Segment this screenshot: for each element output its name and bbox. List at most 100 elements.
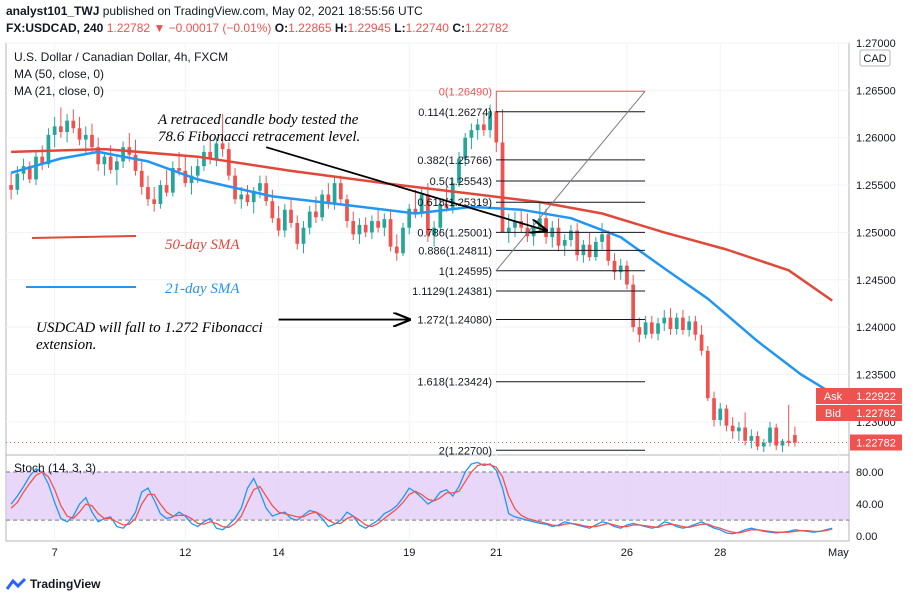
candle-body [656, 323, 660, 334]
candle [662, 310, 667, 331]
candle [743, 412, 747, 446]
candle [438, 199, 443, 233]
candle [593, 237, 598, 261]
stoch-tick-label: 40.00 [856, 499, 884, 511]
candle [600, 222, 604, 250]
candle [606, 230, 611, 266]
candle [618, 258, 623, 280]
stoch-d-line [10, 463, 833, 534]
fib-trend-line [495, 90, 646, 272]
candle [649, 315, 654, 339]
candle-body [401, 227, 405, 254]
time-tick-label: 12 [179, 547, 191, 559]
publish-header: analyst101_TWJ published on TradingView.… [6, 4, 423, 18]
candle-body [121, 147, 125, 162]
candle-body [593, 241, 598, 258]
candle-body [575, 230, 580, 256]
candle [27, 161, 32, 184]
candle-body [258, 183, 262, 191]
candle-body [693, 321, 698, 335]
fib-level-label: 0.5(1.25543) [430, 176, 492, 188]
candle [668, 308, 673, 335]
candle [450, 177, 455, 214]
candle-body [749, 436, 754, 441]
candle-body [388, 219, 393, 247]
candle-body [513, 221, 517, 228]
candle [712, 391, 716, 427]
candle-body [345, 199, 349, 222]
candle-body [363, 224, 368, 233]
candle [488, 104, 492, 138]
candle-body [202, 151, 206, 167]
candle-body [394, 246, 399, 254]
ma21-line [10, 150, 833, 395]
candle-body [600, 234, 604, 242]
author-name[interactable]: analyst101_TWJ [6, 4, 100, 18]
fib-level-label: 0.786(1.25001) [417, 227, 492, 239]
candle-body [761, 442, 766, 447]
candle-body [407, 208, 412, 228]
candle-body [370, 221, 374, 233]
candle-body [34, 156, 38, 180]
candle-body [307, 211, 312, 228]
candle [631, 275, 636, 332]
candle [301, 221, 306, 254]
candle [264, 175, 269, 206]
candle-body [643, 322, 648, 335]
candle-body [208, 151, 213, 159]
candle-body [444, 204, 449, 208]
candle [457, 151, 461, 187]
price-tick-label: 1.27000 [856, 38, 896, 50]
candle-body [482, 124, 486, 131]
candle-body [786, 440, 791, 443]
candle-body [376, 221, 380, 228]
fib-level-label: 0.886(1.24811) [418, 245, 492, 257]
candle-body [649, 322, 654, 334]
candle [749, 429, 754, 449]
stoch-band [6, 472, 849, 521]
tradingview-logo[interactable]: TradingView [5, 577, 100, 591]
fib-level-label: 1.618(1.23424) [417, 377, 492, 389]
candle [40, 145, 45, 170]
tradingview-icon [5, 577, 27, 591]
candle-body [357, 224, 362, 235]
candle-body [631, 284, 636, 328]
candle [233, 168, 237, 205]
price-tick-label: 1.25000 [856, 227, 896, 239]
candle [656, 317, 660, 341]
time-tick-label: 7 [52, 547, 58, 559]
candle-body [332, 183, 337, 205]
price-tick-label: 1.25500 [856, 180, 896, 192]
ma21-legend[interactable]: MA (21, close, 0) [14, 84, 105, 98]
candle-body [494, 111, 499, 143]
last-price-tag-value-box [850, 434, 902, 451]
candle-body [793, 435, 797, 443]
candle-body [774, 427, 779, 446]
candle-body [587, 244, 592, 258]
retrace-note-line: 78.6 Fibonacci retracement level. [158, 129, 360, 145]
candle-body [158, 185, 163, 205]
candle [276, 205, 281, 237]
candle-body [15, 173, 20, 190]
candle-body [264, 183, 269, 202]
fib-level-label: 0.382(1.25766) [417, 155, 492, 167]
candle [394, 234, 399, 261]
candle-body [27, 166, 32, 180]
ask-tag-value: 1.22922 [856, 391, 896, 403]
candle-body [90, 134, 94, 148]
candle [774, 423, 779, 451]
ohlc-header: FX:USDCAD, 240 1.22782 ▼ −0.00017 (−0.01… [6, 21, 508, 35]
stoch-title: Stoch (14, 3, 3) [14, 461, 96, 475]
candle [96, 137, 101, 171]
ma50-legend[interactable]: MA (50, close, 0) [14, 67, 105, 81]
candle [59, 107, 63, 138]
candle [189, 166, 194, 195]
candle-body [77, 128, 82, 140]
candle-body [488, 111, 492, 131]
candle [513, 211, 517, 238]
candle [575, 222, 580, 261]
candle [338, 175, 343, 205]
candle-body [712, 398, 716, 420]
candle-body [183, 170, 188, 184]
